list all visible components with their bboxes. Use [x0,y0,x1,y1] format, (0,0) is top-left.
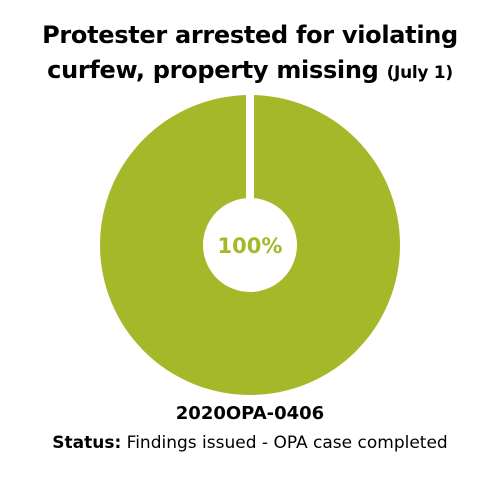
chart: 100% [100,94,400,395]
slice-separator [246,94,254,199]
status-text: Findings issued - OPA case completed [126,433,448,453]
title-note: (July 1) [386,63,454,83]
case-id: 2020OPA-0406 [175,403,325,424]
donut-slice [100,95,400,395]
status-label: Status: [52,433,122,453]
status-line: Status: Findings issued - OPA case compl… [0,433,500,453]
chart-title-block: Protester arrested for violating curfew,… [30,18,470,91]
center-label: 100% [218,234,283,258]
chart-title: Protester arrested for violating curfew,… [42,21,458,84]
